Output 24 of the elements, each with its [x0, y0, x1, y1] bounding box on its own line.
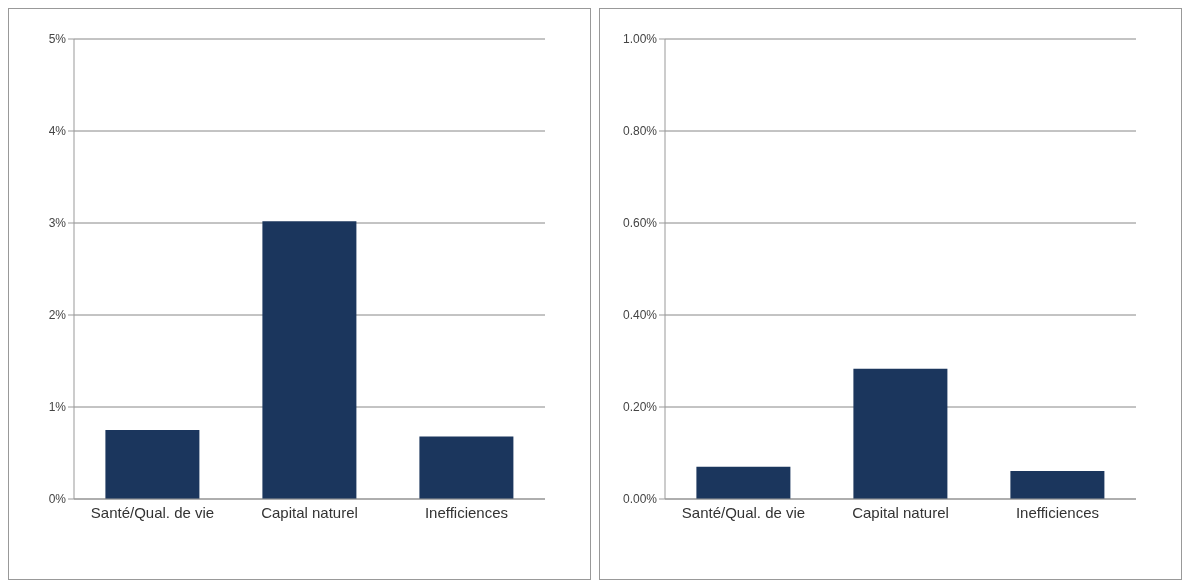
- x-tick-label: Santé/Qual. de vie: [681, 503, 806, 521]
- x-tick-label: Santé/Qual. de vie: [90, 503, 215, 521]
- x-tick-label: Inefficiences: [1015, 503, 1100, 521]
- y-tick-label: 1.00%: [622, 32, 658, 47]
- y-tick-label: 1%: [48, 400, 67, 415]
- y-tick-label: 2%: [48, 308, 67, 323]
- y-tick-label: 0.20%: [622, 400, 658, 415]
- y-tick-label: 5%: [48, 32, 67, 47]
- x-tick-label: Inefficiences: [424, 503, 509, 521]
- y-tick-label: 0.00%: [622, 492, 658, 507]
- x-tick-label: Capital naturel: [852, 503, 949, 521]
- bar: [105, 430, 200, 499]
- bar: [419, 436, 514, 499]
- y-tick-label: 0%: [48, 492, 67, 507]
- bar: [696, 466, 791, 499]
- y-tick-label: 0.40%: [622, 308, 658, 323]
- bar: [262, 221, 357, 499]
- x-tick-label: Capital naturel: [261, 503, 358, 521]
- y-tick-label: 0.60%: [622, 216, 658, 231]
- bar: [1010, 470, 1105, 499]
- bar: [853, 368, 948, 499]
- y-tick-label: 3%: [48, 216, 67, 231]
- y-tick-label: 4%: [48, 124, 67, 139]
- y-tick-label: 0.80%: [622, 124, 658, 139]
